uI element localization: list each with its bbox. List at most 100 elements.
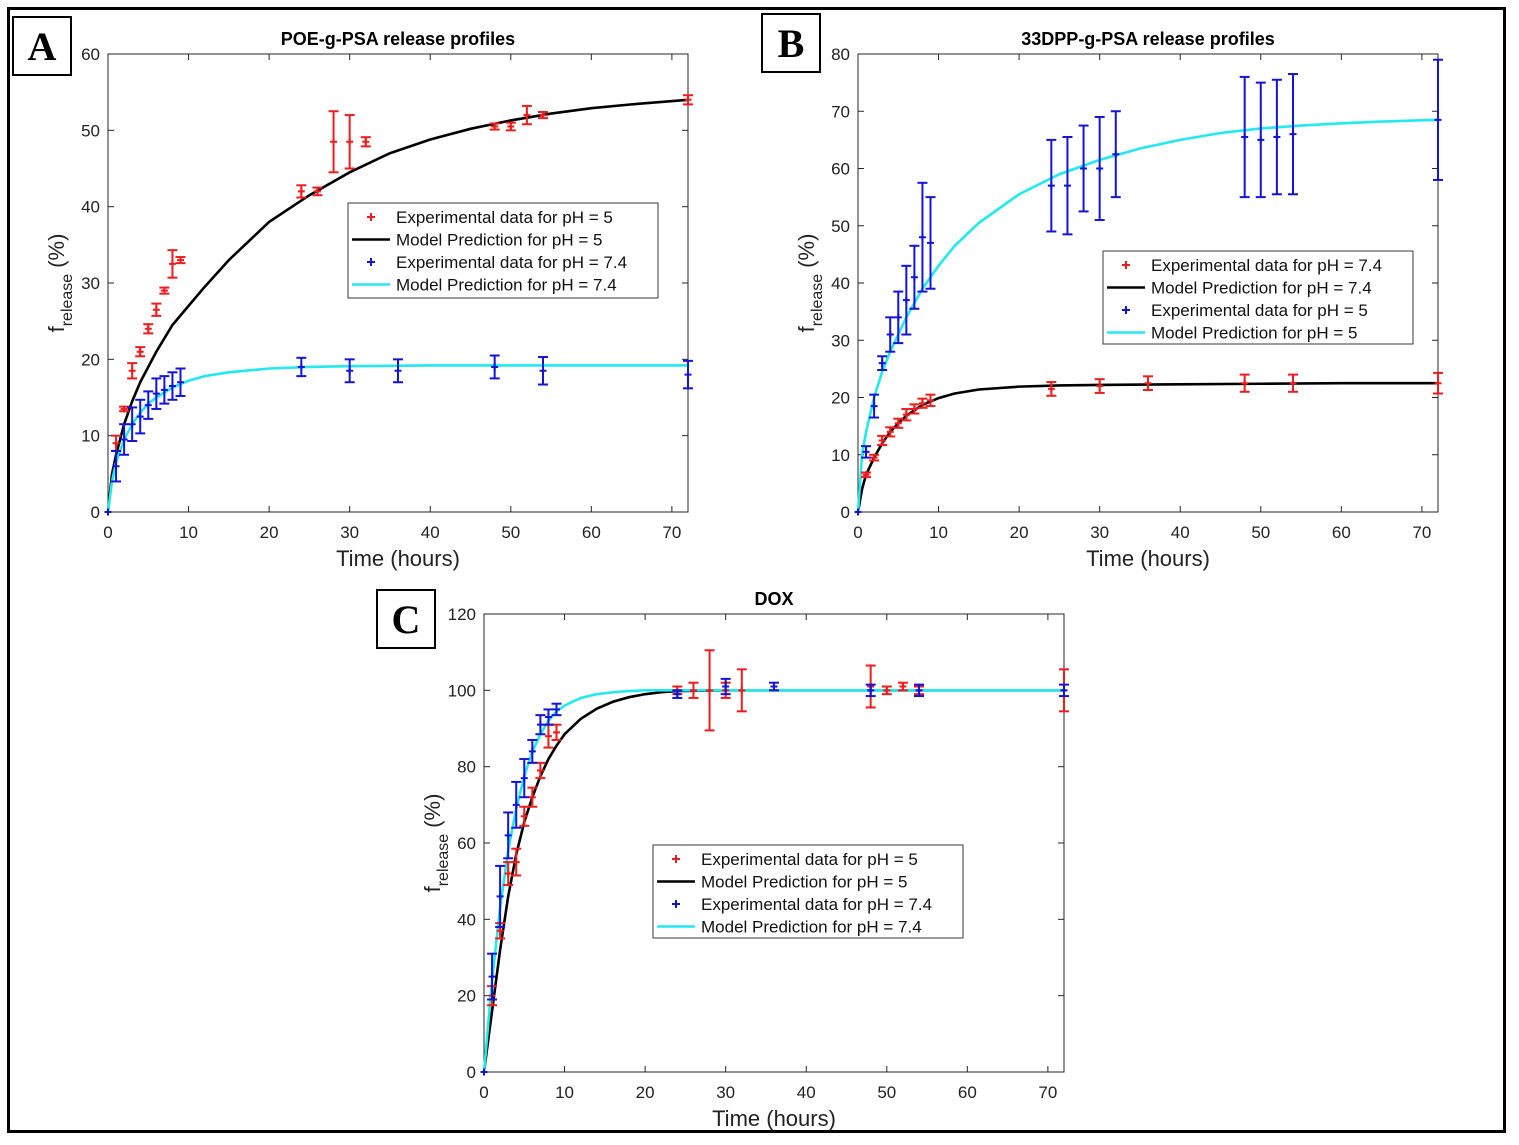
panel-c-ylabel: frelease (%)	[420, 794, 452, 893]
panel-c-legend-box	[652, 844, 964, 939]
panel-c-xtick-label: 60	[958, 1083, 977, 1102]
panel-c-ytick-label: 120	[448, 605, 476, 624]
panel-a-data-point-blue	[120, 435, 128, 443]
panel-a-ytick-label: 0	[91, 503, 100, 522]
panel-c-data-point-red	[512, 858, 520, 866]
panel-a-data-point-blue	[160, 386, 168, 394]
panel-c-data-point-blue	[867, 686, 875, 694]
panel-a-title: POE-g-PSA release profiles	[281, 29, 515, 49]
panel-c-data-point-red	[536, 766, 544, 774]
panel-a-ylabel: frelease (%)	[44, 234, 76, 333]
panel-b-data-point-blue	[918, 233, 926, 241]
panel-b-data-point-red	[1434, 379, 1442, 387]
panel-a-data-point-blue	[144, 401, 152, 409]
panel-b-data-point-red	[894, 419, 902, 427]
panel-a-data-point-red	[346, 138, 354, 146]
panel-b-data-point-red	[870, 454, 878, 462]
panel-a-legend-entry-line: Model Prediction for pH = 7.4	[396, 276, 617, 295]
panel-b-data-point-blue	[870, 402, 878, 410]
panel-b-data-point-red	[878, 436, 886, 444]
panel-c-xtick-label: 0	[479, 1083, 488, 1102]
panel-a-data-point-blue	[136, 413, 144, 421]
panel-a-ylabel-unit: (%)	[44, 234, 69, 268]
panel-c-data-point-blue	[673, 690, 681, 698]
panel-c-xlabel: Time (hours)	[712, 1106, 836, 1131]
panel-a-xtick-label: 40	[421, 523, 440, 542]
panel-b-xtick-label: 40	[1171, 523, 1190, 542]
panel-c-data-point-red	[520, 812, 528, 820]
panel-c-xtick-label: 40	[797, 1083, 816, 1102]
panel-a-data-point-blue	[168, 382, 176, 390]
panel-c-legend: Experimental data for pH = 5 Model Predic…	[652, 844, 964, 939]
panel-a-ytick-label: 50	[81, 121, 100, 140]
panel-a-data-point-red	[684, 96, 692, 104]
panel-b-data-point-blue	[1273, 133, 1281, 141]
panel-b-ytick-label: 50	[831, 217, 850, 236]
panel-a-data-point-blue	[152, 390, 160, 398]
panel-c-data-point-blue	[770, 683, 778, 691]
panel-b-data-point-blue	[854, 508, 862, 516]
panel-c-legend-entry-line: Model Prediction for pH = 5	[701, 873, 907, 892]
panel-b-data-point-blue	[894, 313, 902, 321]
panel-b-xtick-label: 60	[1332, 523, 1351, 542]
panel-b-ytick-label: 30	[831, 331, 850, 350]
panel-c-ytick-label: 60	[457, 834, 476, 853]
panel-c-data-point-blue	[536, 721, 544, 729]
panel-b-legend-box	[1102, 250, 1414, 345]
panel-a-data-point-red	[523, 111, 531, 119]
panel-a-data-point-red	[507, 123, 515, 131]
panel-b-xlabel: Time (hours)	[1086, 546, 1210, 571]
panel-label-c: C	[376, 589, 436, 649]
panel-a-data-point-blue	[491, 363, 499, 371]
panel-a-data-point-red	[491, 123, 499, 131]
panel-b-data-point-blue	[1112, 150, 1120, 158]
panel-a-ytick-label: 40	[81, 198, 100, 217]
panel-b-xtick-label: 30	[1090, 523, 1109, 542]
panel-b-ytick-label: 10	[831, 446, 850, 465]
panel-a-xtick-label: 10	[179, 523, 198, 542]
panel-b-data-point-blue	[1063, 182, 1071, 190]
panel-b-data-point-blue	[1096, 165, 1104, 172]
panel-c-ytick-label: 100	[448, 681, 476, 700]
panel-label-b: B	[761, 13, 821, 73]
panel-b-data-point-red	[862, 471, 870, 479]
panel-c-data-point-red	[689, 686, 697, 694]
panel-b-data-point-blue	[1241, 133, 1249, 141]
panel-a-ytick-label: 10	[81, 427, 100, 446]
panel-c-data-point-red	[553, 728, 560, 736]
panel-b-data-point-blue	[862, 448, 870, 456]
panel-b-data-point-blue	[902, 296, 910, 304]
panel-a-legend-marker-swatch	[367, 258, 375, 266]
panel-a-xtick-label: 70	[662, 523, 681, 542]
panel-b-legend-entry-marker: Experimental data for pH = 7.4	[1151, 256, 1382, 275]
panel-a-data-point-red	[313, 187, 321, 195]
panel-c-xtick-label: 30	[716, 1083, 735, 1102]
panel-b-title: 33DPP-g-PSA release profiles	[1021, 29, 1274, 49]
panel-a-xtick-label: 30	[340, 523, 359, 542]
panel-a-data-point-blue	[394, 367, 402, 375]
panel-c-xtick-label: 50	[877, 1083, 896, 1102]
panel-a-data-point-red	[168, 260, 176, 268]
panel-b-data-point-red	[886, 428, 894, 436]
panel-c-data-point-blue	[915, 686, 923, 694]
panel-c-data-point-blue	[504, 831, 512, 839]
panel-a-legend-box	[347, 202, 659, 299]
panel-c-legend-entry-marker: Experimental data for pH = 5	[701, 850, 918, 869]
panel-c-ylabel-unit: (%)	[420, 794, 445, 828]
panel-b-xtick-label: 70	[1412, 523, 1431, 542]
panel-a-data-point-blue	[346, 367, 354, 375]
panel-b-data-point-red	[1096, 382, 1104, 390]
panel-a-data-point-blue	[297, 363, 305, 371]
panel-c-ylabel-main: f	[420, 885, 445, 892]
panel-c-data-point-red	[496, 927, 504, 935]
panel-a-ylabel-sub: release	[59, 274, 76, 327]
panel-a-data-point-blue	[177, 378, 184, 386]
panel-b-ytick-label: 0	[841, 503, 850, 522]
panel-c-data-point-blue	[496, 892, 504, 900]
panel-b-xtick-label: 10	[929, 523, 948, 542]
panel-b-legend-entry-line: Model Prediction for pH = 5	[1151, 324, 1357, 343]
panel-c-ytick-label: 80	[457, 758, 476, 777]
panel-b-data-point-red	[1241, 379, 1249, 387]
panel-a-data-point-red	[112, 439, 120, 447]
